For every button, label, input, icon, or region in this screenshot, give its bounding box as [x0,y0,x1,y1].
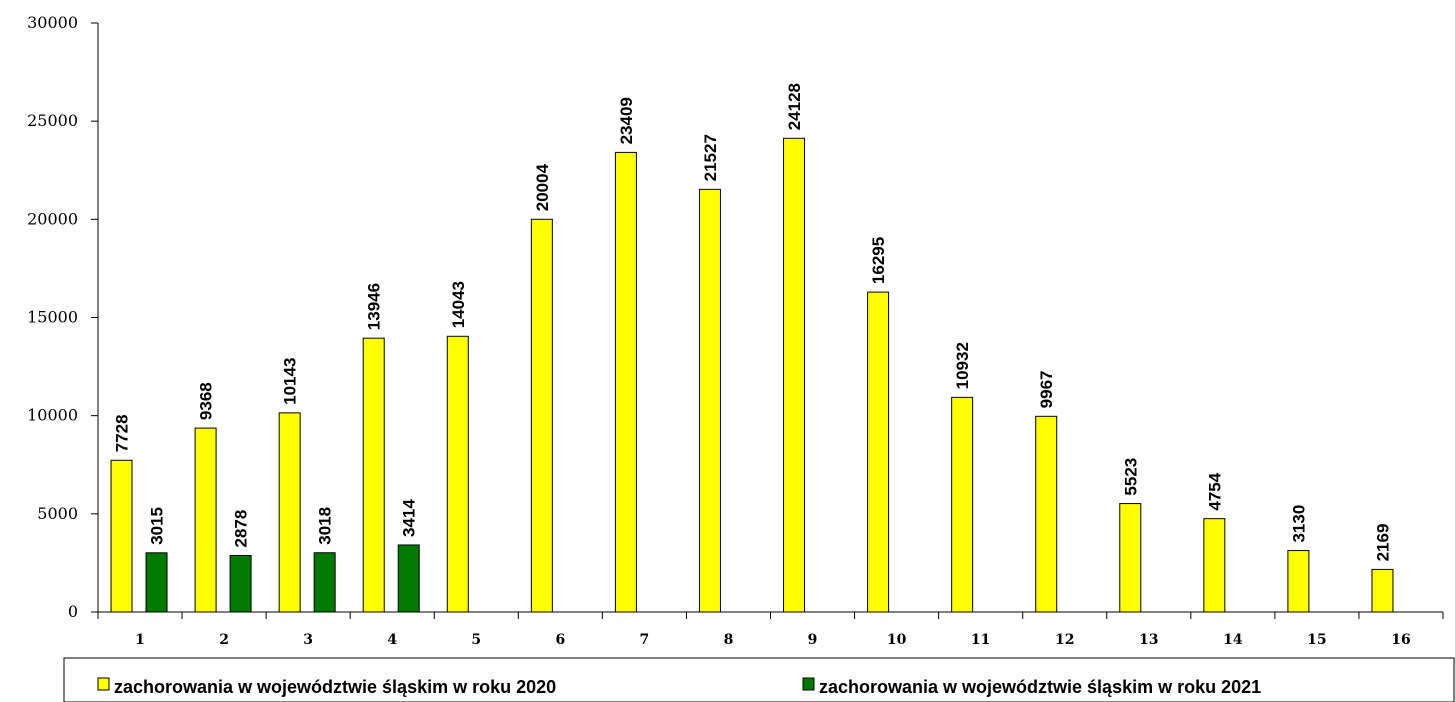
data-label-2020: 21527 [701,134,720,181]
bar-2020 [783,137,806,613]
bar-2020 [278,412,301,613]
y-tick-label: 15000 [27,308,78,327]
data-label-2020: 9967 [1037,370,1056,408]
x-tick-label: 16 [1391,632,1410,648]
data-label-2020: 23409 [617,97,636,144]
legend-label-2021: zachorowania w województwie śląskim w ro… [819,677,1261,697]
data-label-2020: 2169 [1373,524,1392,562]
x-tick-label: 3 [303,632,313,648]
x-tick-label: 5 [471,632,481,648]
y-tick-label: 20000 [27,209,78,228]
bar-2020 [194,427,217,613]
bar-2020 [362,337,385,613]
x-tick-label: 2 [219,632,229,648]
data-label-2021: 2878 [232,510,251,548]
data-label-2020: 13946 [365,283,384,330]
bar-2020 [1119,503,1142,613]
bar-2021 [313,552,336,613]
bar-2020 [1287,550,1310,613]
x-tick-label: 6 [555,632,565,648]
x-tick-label: 7 [640,632,650,648]
data-label-2020: 5523 [1121,458,1140,496]
x-tick-label: 1 [135,632,145,648]
bar-2020 [867,291,890,613]
legend-swatch-2020 [97,677,110,691]
bar-2021 [229,554,252,613]
data-label-2020: 24128 [785,83,804,130]
bars [110,137,1394,613]
y-tick-label: 5000 [37,504,78,523]
y-tick-label: 10000 [27,406,78,425]
x-tick-label: 8 [724,632,734,648]
bar-2020 [951,396,974,613]
data-label-2020: 20004 [533,163,552,211]
y-tick-label: 25000 [27,111,78,130]
x-tick-label: 12 [1055,632,1074,648]
x-tick-label: 15 [1307,632,1326,648]
legend-swatch-2021 [802,677,815,691]
data-label-2020: 7728 [113,414,132,452]
bar-2020 [614,151,637,613]
x-tick-label: 13 [1139,632,1158,648]
bar-2020 [1203,518,1226,613]
data-label-2020: 16295 [869,237,888,284]
x-tick-label: 11 [971,632,990,648]
legend-label-2020: zachorowania w województwie śląskim w ro… [114,677,556,697]
data-label-2021: 3018 [316,507,335,545]
y-axis: 0 5000 10000 15000 20000 25000 30000 [27,13,99,621]
data-label-2021: 3015 [148,507,167,545]
bar-2020 [1371,568,1394,613]
bar-2021 [145,552,168,613]
data-label-2021: 3414 [400,499,419,537]
bar-2020 [1035,415,1058,613]
data-label-2020: 14043 [449,281,468,328]
legend: zachorowania w województwie śląskim w ro… [63,657,1455,702]
legend-box [63,657,1455,702]
x-tick-label: 10 [887,632,907,648]
y-tick-label: 0 [68,602,78,621]
x-tick-label: 9 [808,632,818,648]
data-labels: 7728 9368 10143 13946 14043 20004 23409 21527 24… [113,83,1393,561]
x-tick-label: 14 [1223,632,1243,648]
bar-2020 [698,188,721,613]
bar-2021 [397,544,420,613]
y-tick-label: 30000 [27,13,78,32]
data-label-2020: 9368 [197,382,216,420]
bar-2020 [110,459,133,613]
x-axis: 1 2 3 4 5 6 7 8 9 10 11 12 13 14 15 16 [97,611,1444,648]
data-label-2020: 4754 [1205,472,1224,510]
data-label-2020: 10932 [953,342,972,389]
data-label-2020: 3130 [1289,505,1308,543]
data-label-2020: 10143 [281,358,300,405]
bar-2020 [446,335,469,613]
bar-2020 [530,218,553,613]
x-tick-label: 4 [387,632,397,648]
